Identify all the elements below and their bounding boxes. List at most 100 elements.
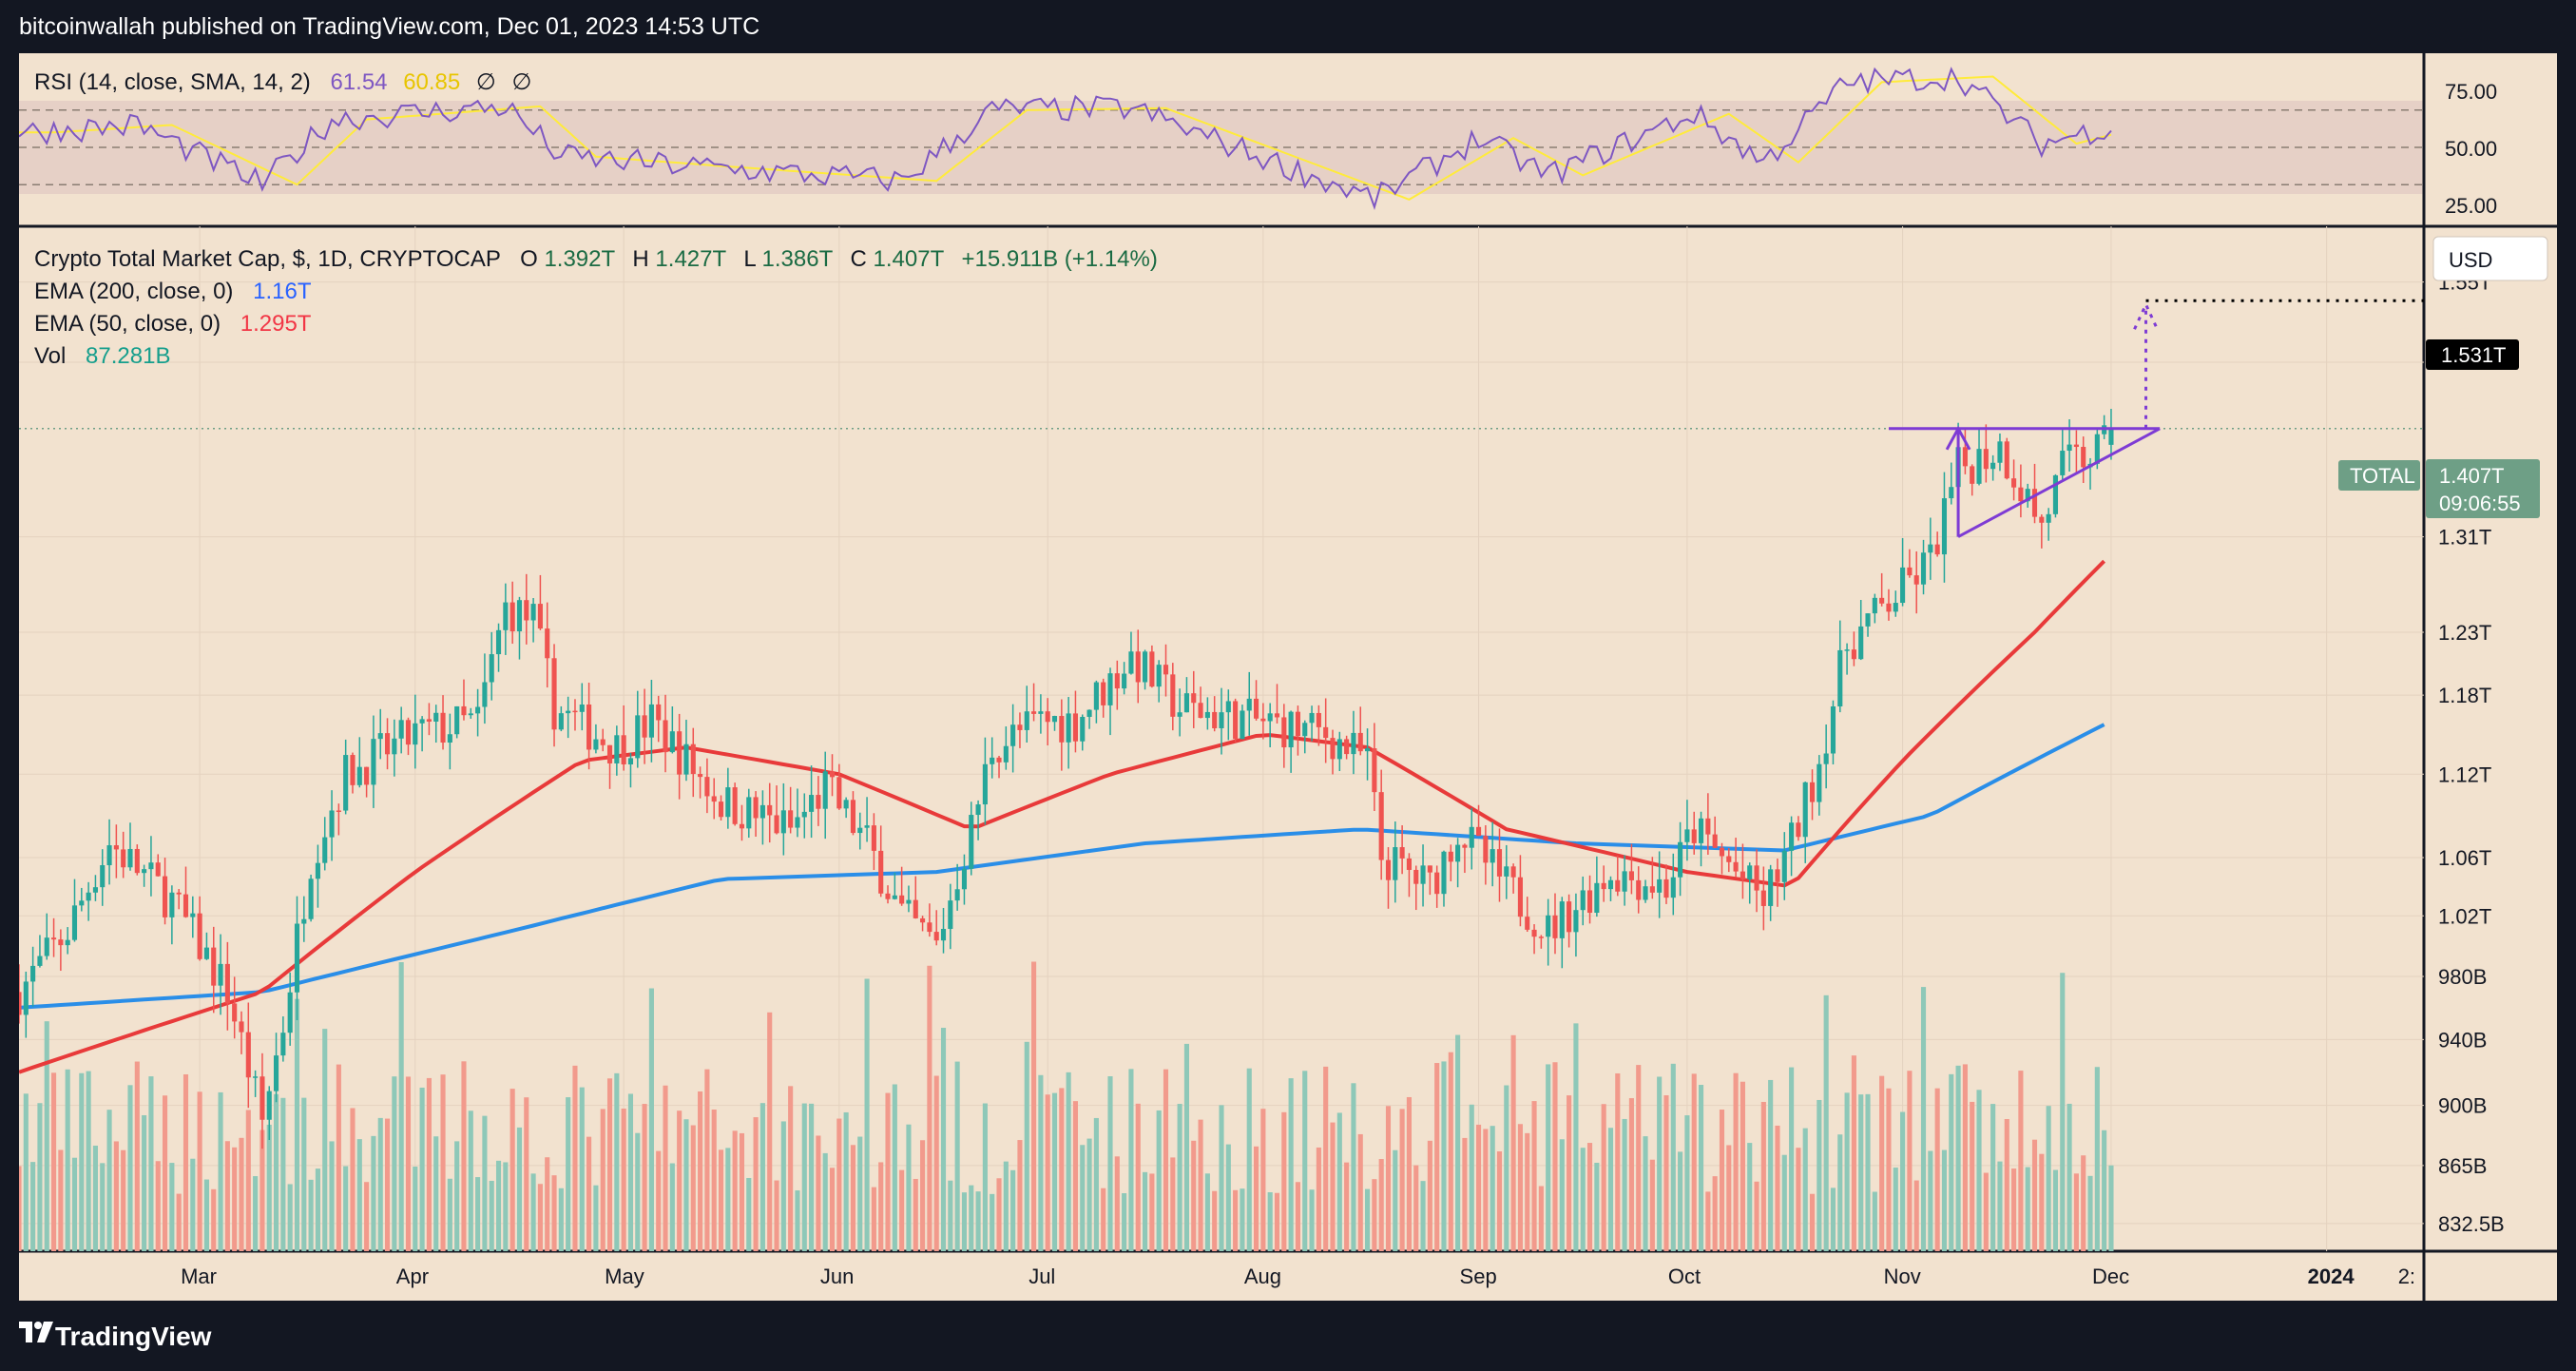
candle-body	[1928, 544, 1933, 553]
candle-body	[996, 757, 1002, 763]
volume-bar	[1295, 1182, 1300, 1251]
ema50-legend-value: 1.295T	[240, 311, 312, 337]
volume-bar	[1420, 1181, 1426, 1251]
candle-layer	[19, 408, 2114, 1149]
candle-body	[1149, 651, 1155, 687]
candle-body	[2004, 441, 2009, 479]
target-price-tag: 1.531T	[2426, 339, 2519, 370]
candle-body	[2052, 474, 2059, 514]
tradingview-logo-icon[interactable]	[19, 1322, 53, 1346]
volume-bar	[774, 1180, 779, 1251]
volume-bar	[398, 961, 404, 1251]
candle-body	[356, 766, 362, 785]
candle-body	[1913, 575, 1919, 585]
volume-bar	[669, 1163, 675, 1251]
volume-bar	[961, 1192, 968, 1251]
price-axis[interactable]: 1.55T 1.47T 1.31T 1.23T 1.18T 1.12T 1.06…	[2438, 271, 2505, 1236]
candle-body	[350, 755, 356, 785]
candle-body	[1031, 711, 1037, 714]
candle-body	[461, 705, 467, 716]
candle-body	[2039, 516, 2045, 523]
volume-bar	[1525, 1132, 1530, 1251]
candle-body	[1844, 649, 1850, 651]
volume-bar	[780, 1121, 786, 1251]
candle-body	[927, 922, 932, 933]
volume-bar	[51, 1072, 57, 1251]
volume-bar	[1858, 1094, 1864, 1251]
candle-body	[79, 900, 85, 906]
volume-bar	[1336, 1112, 1342, 1251]
volume-bar	[788, 1086, 794, 1251]
time-axis-label: Aug	[1244, 1265, 1281, 1288]
volume-bar	[1594, 1162, 1600, 1251]
candle-body	[1198, 703, 1203, 719]
candle-body	[1010, 724, 1016, 746]
rsi-series	[19, 67, 2112, 210]
volume-bar	[969, 1185, 974, 1251]
candle-body	[1066, 713, 1071, 743]
volume-bar	[343, 1166, 349, 1251]
rsi-legend-extra2: ∅	[512, 69, 532, 95]
candle-body	[648, 704, 654, 738]
volume-bar	[1949, 1073, 1954, 1251]
volume-bar	[1920, 987, 1927, 1251]
time-axis[interactable]: Mar Apr May Jun Jul Aug Sep Oct Nov Dec …	[181, 1265, 2415, 1288]
volume-bar	[287, 1184, 293, 1251]
currency-button[interactable]: USD	[2432, 236, 2548, 281]
candle-body	[211, 947, 217, 986]
volume-bar	[1601, 1104, 1606, 1251]
chart-frame[interactable]: RSI (14, close, SMA, 14, 2) 61.54 60.85 …	[19, 53, 2557, 1301]
candle-body	[377, 733, 383, 740]
candle-body	[384, 733, 391, 755]
volume-bar	[1615, 1072, 1621, 1251]
candle-body	[2094, 434, 2100, 464]
volume-layer	[19, 961, 2114, 1251]
volume-bar	[454, 1141, 460, 1251]
volume-bar	[30, 1162, 36, 1251]
candle-body	[704, 777, 710, 797]
volume-bar	[1170, 1157, 1176, 1251]
candle-body	[1990, 462, 1996, 470]
volume-bar	[2087, 1175, 2093, 1251]
volume-bar	[530, 1173, 536, 1251]
candle-body	[906, 899, 912, 904]
candle-body	[850, 800, 856, 834]
volume-bar	[1754, 1181, 1759, 1251]
rsi-levels	[19, 109, 2424, 185]
volume-bar	[475, 1177, 481, 1251]
candle-body	[1357, 732, 1363, 752]
volume-bar	[1573, 1023, 1579, 1251]
candle-body	[1712, 834, 1718, 848]
volume-bar	[1281, 1111, 1287, 1251]
candle-body	[1678, 841, 1683, 878]
volume-bar	[1198, 1119, 1203, 1251]
svg-text:RSI (14, close, SMA, 14, 2): RSI (14, close, SMA, 14, 2) 61.54 60.85 …	[34, 69, 531, 95]
candle-body	[413, 723, 418, 745]
candle-body	[1399, 847, 1405, 859]
candle-body	[1490, 849, 1495, 863]
volume-bar	[1823, 994, 1829, 1251]
volume-bar	[23, 1093, 29, 1251]
volume-bar	[940, 1028, 947, 1251]
candle-body	[1336, 739, 1342, 760]
candle-body	[1754, 865, 1759, 891]
volume-bar	[933, 1075, 939, 1251]
candle-body	[1309, 712, 1315, 724]
chart-canvas[interactable]: RSI (14, close, SMA, 14, 2) 61.54 60.85 …	[19, 53, 2557, 1301]
volume-bar	[1775, 1125, 1780, 1251]
volume-bar	[19, 1166, 22, 1251]
ohlc-low-value: 1.386T	[762, 246, 834, 272]
candle-body	[1233, 701, 1239, 740]
volume-bar	[447, 1178, 452, 1251]
volume-bar	[1260, 1109, 1266, 1251]
volume-bar	[121, 1149, 126, 1251]
volume-bar	[809, 1103, 815, 1251]
candle-body	[1886, 603, 1892, 612]
candle-body	[1364, 748, 1371, 752]
volume-bar	[1372, 1179, 1377, 1251]
volume-bar	[1851, 1055, 1856, 1251]
candle-body	[1586, 890, 1593, 914]
tradingview-brand[interactable]: TradingView	[55, 1322, 212, 1351]
candle-body	[1288, 711, 1294, 748]
candle-body	[44, 937, 49, 956]
